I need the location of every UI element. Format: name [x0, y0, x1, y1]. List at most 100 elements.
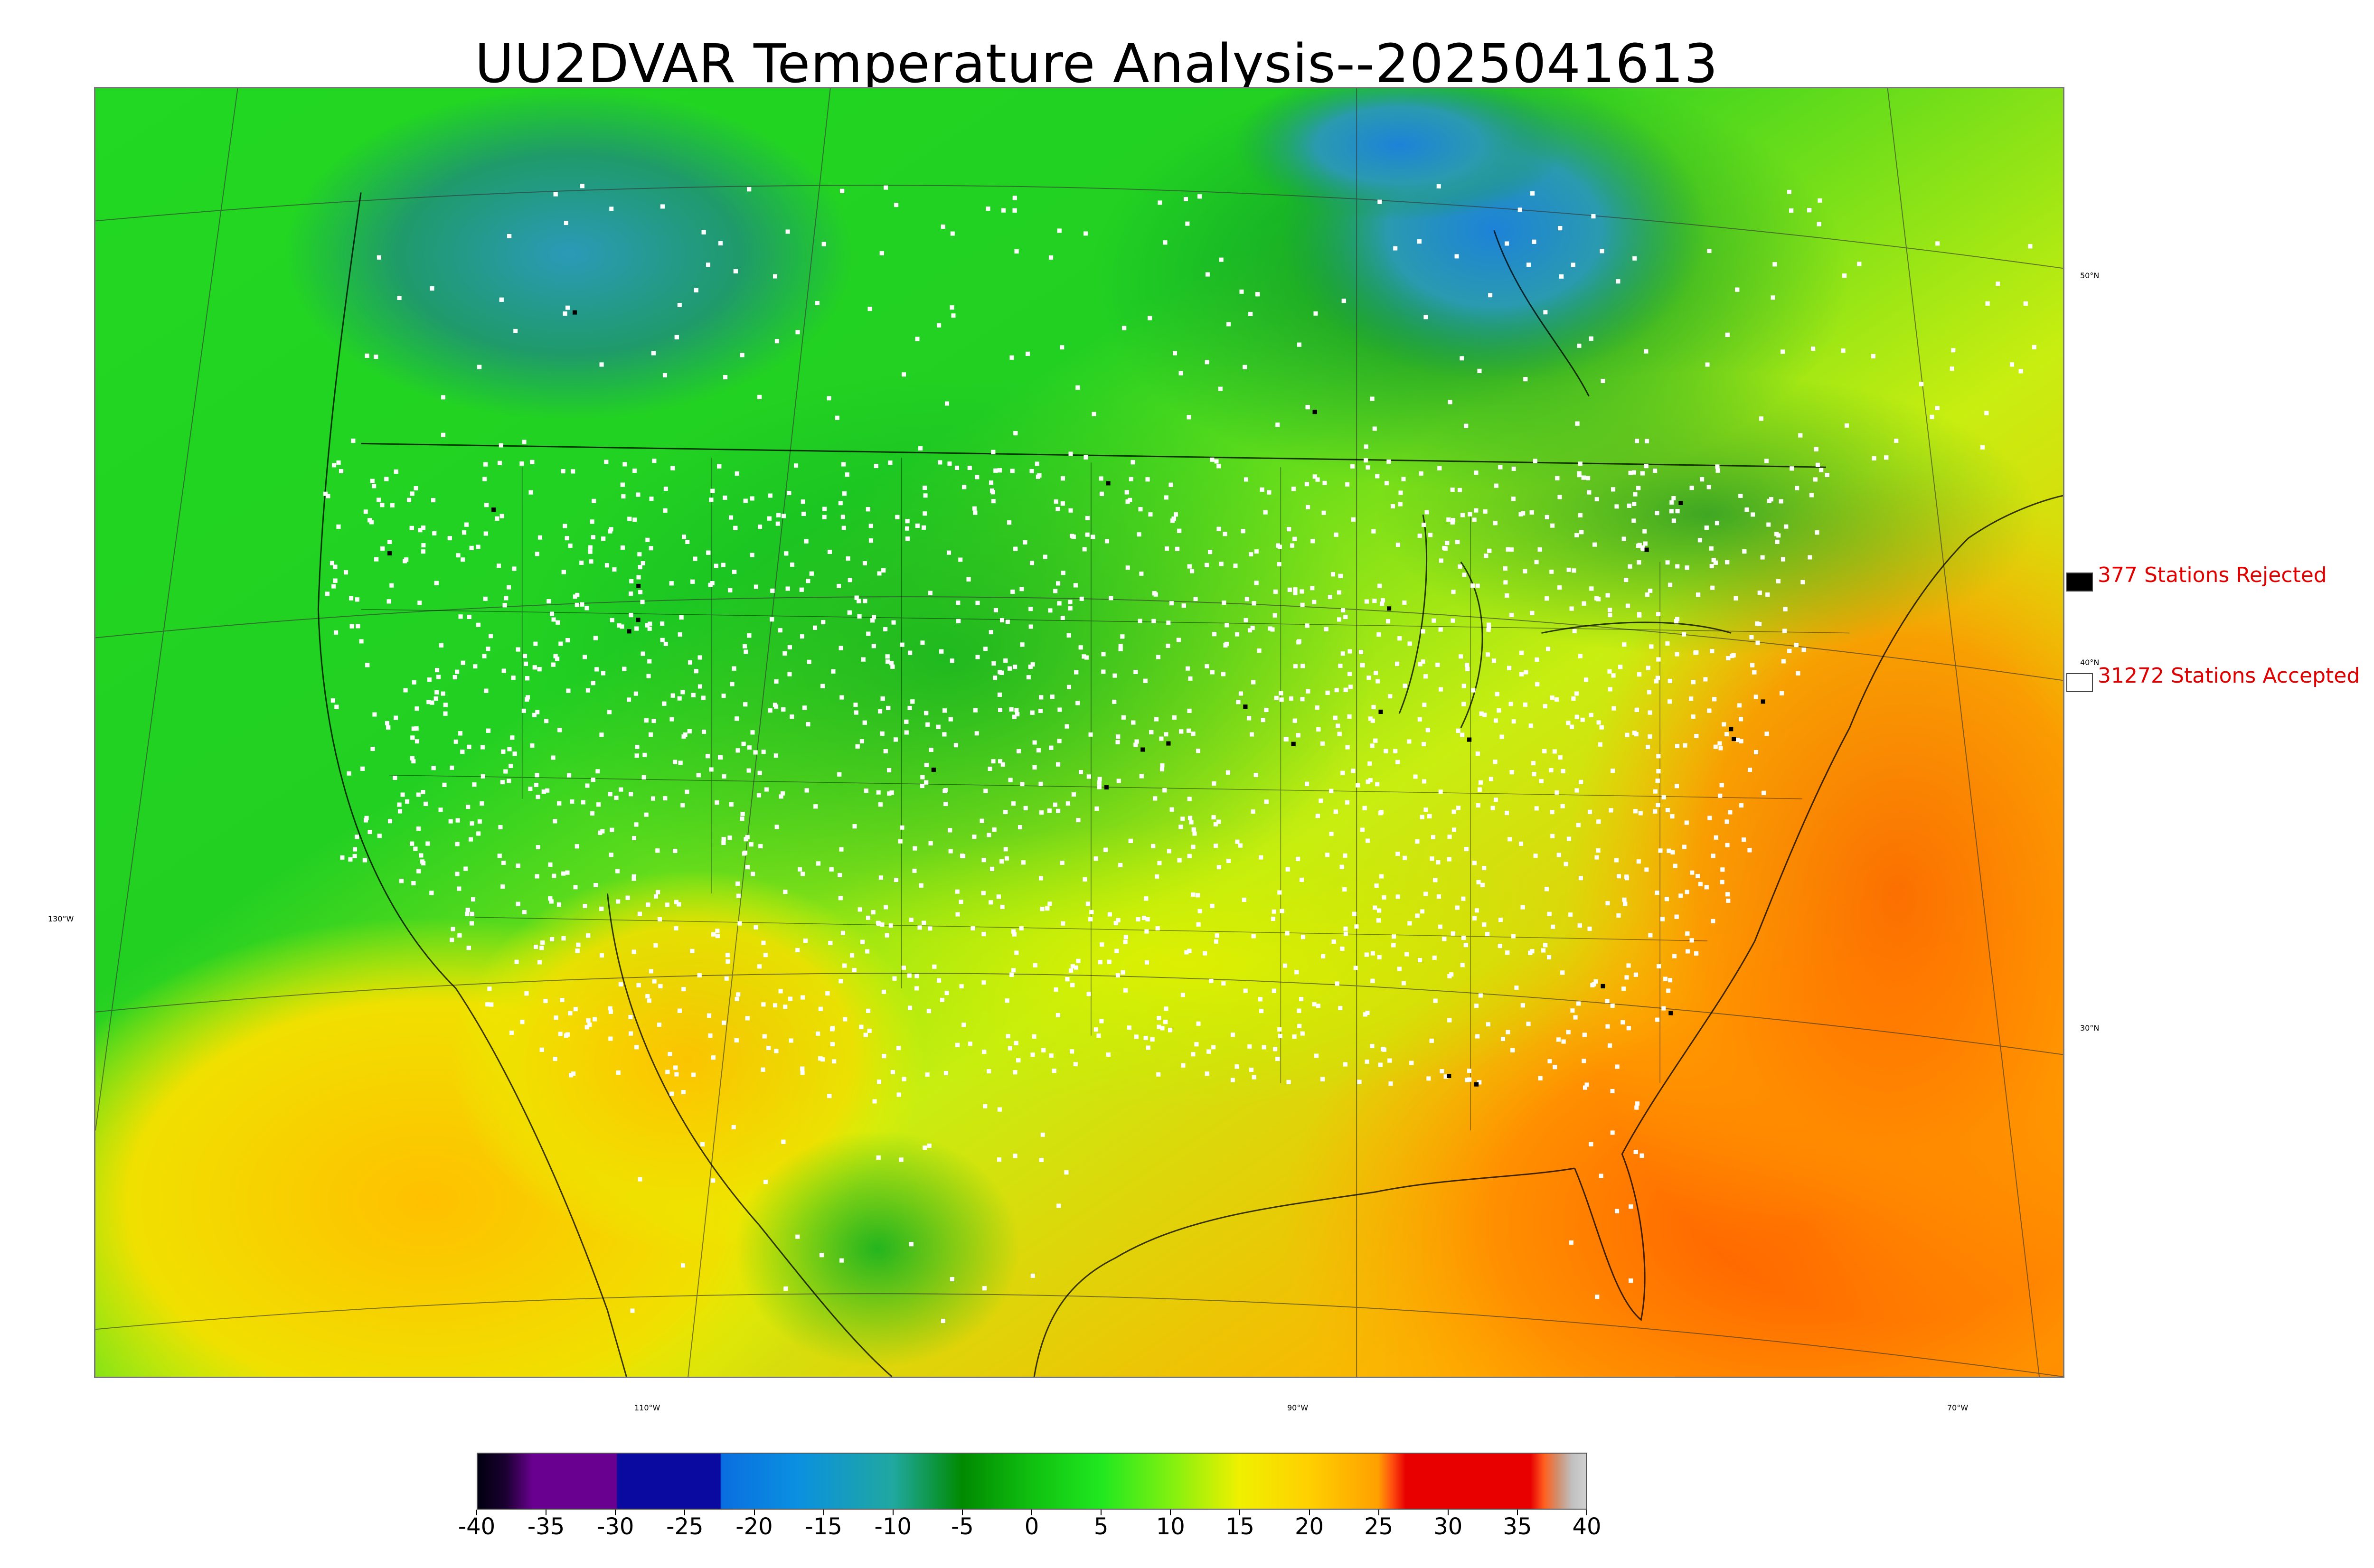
- station-marker: [1421, 629, 1425, 634]
- station-marker: [1668, 978, 1673, 983]
- station-marker: [1760, 555, 1765, 560]
- station-marker: [652, 459, 657, 463]
- station-marker: [1186, 728, 1191, 733]
- station-marker: [864, 789, 868, 793]
- station-marker: [640, 600, 645, 604]
- station-marker: [1656, 803, 1660, 807]
- station-marker: [608, 792, 612, 797]
- station-marker: [1274, 695, 1279, 700]
- station-marker: [636, 983, 641, 987]
- station-marker: [507, 234, 512, 239]
- station-marker: [415, 739, 419, 744]
- station-marker: [1368, 778, 1373, 782]
- station-marker: [714, 563, 718, 568]
- station-marker: [563, 524, 567, 528]
- station-marker: [1163, 1020, 1168, 1024]
- station-marker: [1436, 860, 1441, 864]
- station-marker: [1667, 678, 1672, 683]
- station-marker: [1656, 657, 1661, 662]
- station-marker: [1610, 1089, 1615, 1093]
- station-marker: [1747, 848, 1752, 853]
- station-marker: [351, 438, 356, 443]
- station-marker: [827, 549, 832, 554]
- station-marker: [1541, 948, 1546, 953]
- station-marker: [1252, 601, 1256, 606]
- station-marker: [507, 779, 511, 783]
- station-marker: [1157, 1015, 1161, 1020]
- station-marker: [744, 649, 748, 654]
- station-marker: [1509, 770, 1514, 775]
- station-marker: [1919, 382, 1924, 386]
- station-marker: [1105, 539, 1110, 544]
- station-marker: [1427, 814, 1432, 818]
- station-marker: [511, 676, 516, 680]
- station-marker: [631, 949, 636, 954]
- station-marker: [1041, 1048, 1046, 1052]
- station-marker: [608, 529, 612, 534]
- station-marker: [932, 964, 937, 969]
- station-marker: [604, 563, 609, 568]
- station-marker: [747, 745, 752, 750]
- station-marker: [614, 796, 619, 800]
- station-marker: [1598, 742, 1602, 747]
- station-marker: [1653, 789, 1658, 794]
- station-marker: [1574, 691, 1579, 696]
- station-marker: [599, 906, 604, 911]
- station-marker: [1133, 742, 1138, 747]
- station-marker: [495, 516, 499, 521]
- station-marker: [669, 717, 674, 722]
- station-marker: [1149, 730, 1154, 734]
- station-marker: [1148, 316, 1152, 320]
- station-marker: [1450, 520, 1455, 525]
- station-marker: [1010, 589, 1015, 594]
- station-marker: [334, 630, 339, 635]
- station-marker: [1168, 1028, 1173, 1033]
- station-marker: [1372, 426, 1377, 431]
- station-marker: [1113, 920, 1118, 925]
- station-marker: [1205, 563, 1209, 567]
- station-marker: [1495, 692, 1499, 696]
- station-marker: [1300, 589, 1304, 594]
- station-marker: [580, 184, 584, 188]
- station-marker: [987, 833, 991, 837]
- station-marker: [1566, 836, 1571, 841]
- station-marker: [1671, 496, 1676, 500]
- station-marker: [2018, 369, 2023, 374]
- station-marker: [908, 1005, 913, 1010]
- station-marker: [1073, 1062, 1078, 1067]
- station-marker: [674, 900, 679, 904]
- station-marker: [1039, 876, 1044, 881]
- station-marker: [499, 514, 504, 518]
- station-marker: [735, 716, 739, 721]
- station-marker: [774, 825, 779, 829]
- station-marker: [1192, 831, 1197, 836]
- station-marker: [830, 1042, 835, 1047]
- station-marker: [968, 1042, 972, 1046]
- station-marker: [857, 907, 862, 912]
- station-marker: [1440, 1069, 1444, 1074]
- station-marker: [634, 626, 639, 631]
- station-marker: [801, 511, 806, 516]
- station-marker: [1261, 718, 1265, 723]
- station-marker: [1596, 720, 1601, 725]
- station-marker: [1649, 644, 1654, 649]
- station-marker: [622, 667, 627, 671]
- station-marker: [840, 188, 845, 193]
- station-marker: [1388, 694, 1393, 699]
- station-marker: [503, 769, 508, 774]
- station-marker: [622, 462, 627, 467]
- station-marker: [1249, 552, 1253, 557]
- station-marker: [369, 520, 374, 525]
- station-marker: [1755, 640, 1760, 645]
- station-marker: [1011, 968, 1016, 973]
- station-marker: [1277, 562, 1281, 567]
- colorbar-tick: [1101, 1510, 1102, 1515]
- station-marker: [1056, 808, 1061, 813]
- station-marker: [636, 492, 641, 497]
- station-marker: [483, 462, 488, 467]
- station-marker: [1660, 917, 1665, 921]
- station-marker: [1742, 549, 1747, 554]
- station-marker: [1401, 477, 1406, 481]
- station-marker: [750, 496, 754, 501]
- colorbar-tick-label: 30: [1433, 1513, 1463, 1540]
